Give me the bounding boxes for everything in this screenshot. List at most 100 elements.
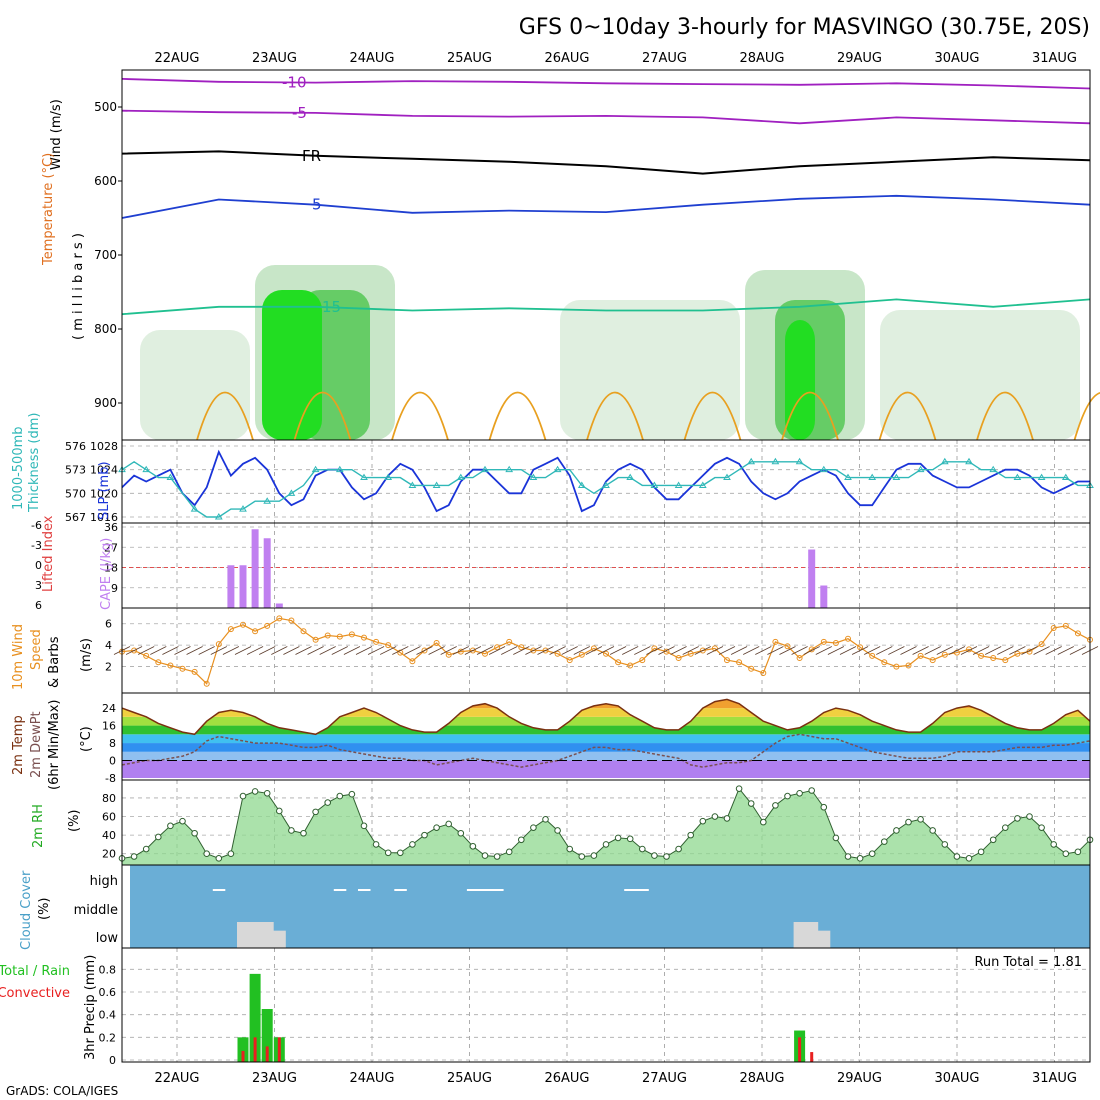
cape-bar	[808, 549, 816, 608]
wind-barb	[573, 646, 590, 655]
low-cloud-bar	[249, 922, 262, 948]
wind-speed-point	[312, 636, 319, 643]
rh-point	[760, 818, 767, 826]
wind-barb	[827, 646, 845, 655]
rh-point	[1014, 815, 1021, 822]
warm-contour	[878, 391, 937, 441]
ylabel-cloud-pct: (%)	[37, 898, 52, 921]
wind-barb	[924, 646, 941, 655]
thickness-point	[287, 489, 296, 496]
thickness-point	[505, 465, 514, 473]
day-label-top: 28AUG	[739, 51, 784, 66]
wind-barb	[900, 646, 917, 655]
panels	[113, 69, 1100, 1063]
rh-shading	[560, 300, 740, 440]
rh-point	[784, 792, 791, 800]
rh-point	[409, 841, 416, 848]
rh-point	[142, 845, 150, 853]
cape-tick-label: 9	[111, 582, 118, 595]
thickness-point	[940, 457, 949, 465]
low-cloud-bar	[793, 922, 807, 948]
rh-shading	[140, 330, 250, 440]
rh-point	[772, 802, 779, 809]
wind-speed-point	[881, 659, 888, 666]
ylabel-barbs: & Barbs	[47, 636, 62, 688]
rh-point	[324, 799, 332, 806]
rh-point	[917, 816, 924, 823]
rh-point	[336, 792, 344, 800]
warm-contour	[293, 391, 352, 441]
pressure-tick-label: 700	[94, 248, 117, 262]
high-cloud-bar	[333, 889, 347, 891]
thickness-point	[989, 465, 998, 473]
rh-point	[566, 845, 574, 853]
wind-speed-point	[796, 655, 803, 661]
wind-speed-point	[893, 663, 900, 670]
wind-speed-point	[1038, 641, 1045, 648]
rh-point	[989, 836, 997, 844]
wind-barb	[936, 646, 953, 655]
low-cloud-bar	[805, 922, 819, 948]
li-tick-label: -6	[31, 519, 42, 532]
rh-point	[868, 850, 876, 858]
wind-barb	[476, 646, 494, 655]
wind-barb	[585, 646, 603, 655]
wind-barb	[960, 646, 978, 655]
wind-speed-point	[155, 659, 162, 666]
rh-shading	[880, 310, 1080, 440]
ylabel-millibars: ( m i l l i b a r s )	[71, 233, 86, 340]
wind-speed-point	[724, 657, 730, 664]
wind-speed-point	[736, 659, 743, 666]
wind-barb	[392, 646, 409, 655]
wind-speed-point	[699, 647, 706, 654]
wind-barb	[972, 646, 990, 655]
thickness-point	[795, 457, 804, 465]
wind-speed-point	[203, 680, 210, 687]
wind-barb	[609, 646, 627, 655]
thickness-point	[214, 513, 223, 520]
wind-barb	[864, 646, 881, 655]
precip-tick-label: 0.4	[99, 1009, 117, 1022]
wind-speed-point	[482, 650, 488, 657]
ylabel-temperature: Temperature (°C)	[41, 153, 56, 266]
wind-speed-point	[978, 652, 985, 659]
day-label-top: 24AUG	[349, 51, 394, 66]
wind-speed-point	[542, 647, 549, 654]
wind-barb	[234, 646, 252, 655]
pressure-tick-label: 600	[94, 174, 117, 188]
thickness-point	[166, 473, 175, 481]
high-cloud-bar	[491, 889, 504, 891]
rh-point	[191, 829, 198, 837]
contour-label: 5	[312, 196, 322, 214]
wind-barb	[718, 646, 736, 655]
rh-area	[122, 788, 1090, 865]
wind-speed-point	[1050, 625, 1057, 631]
wind-barb	[150, 646, 167, 655]
wind-barb	[488, 646, 506, 655]
wind-barb	[355, 646, 373, 655]
rh-point	[929, 827, 937, 834]
wind-speed-point	[179, 665, 186, 672]
day-label-top: 22AUG	[154, 51, 199, 66]
rh-point	[651, 852, 658, 859]
wind-barb	[694, 646, 711, 655]
wind-speed-point	[324, 632, 331, 639]
wind-speed-point	[131, 647, 138, 654]
wind-barb	[839, 646, 857, 655]
axis-labels: 22AUG 22AUG 23AUG 23AUG 24AUG 24AUG 25AUG 25AUG…	[0, 51, 1077, 1086]
pressure-tick-label: 900	[94, 396, 117, 410]
thickness-point	[577, 481, 586, 488]
thickness-point	[868, 473, 877, 481]
cape-bar	[275, 603, 283, 608]
precip-tick-label: 0.6	[99, 986, 117, 999]
thickness-point	[384, 473, 393, 481]
rh-point	[590, 852, 598, 859]
li-tick-label: 0	[35, 559, 42, 572]
precip-total-bar	[237, 1037, 249, 1062]
day-label-top: 26AUG	[544, 51, 589, 66]
rh-point	[723, 815, 731, 822]
thickness-tick-label: 573	[65, 464, 86, 477]
cloud-level-label: middle	[74, 903, 118, 918]
wind-barb	[331, 646, 348, 655]
wind-barb	[501, 646, 518, 655]
